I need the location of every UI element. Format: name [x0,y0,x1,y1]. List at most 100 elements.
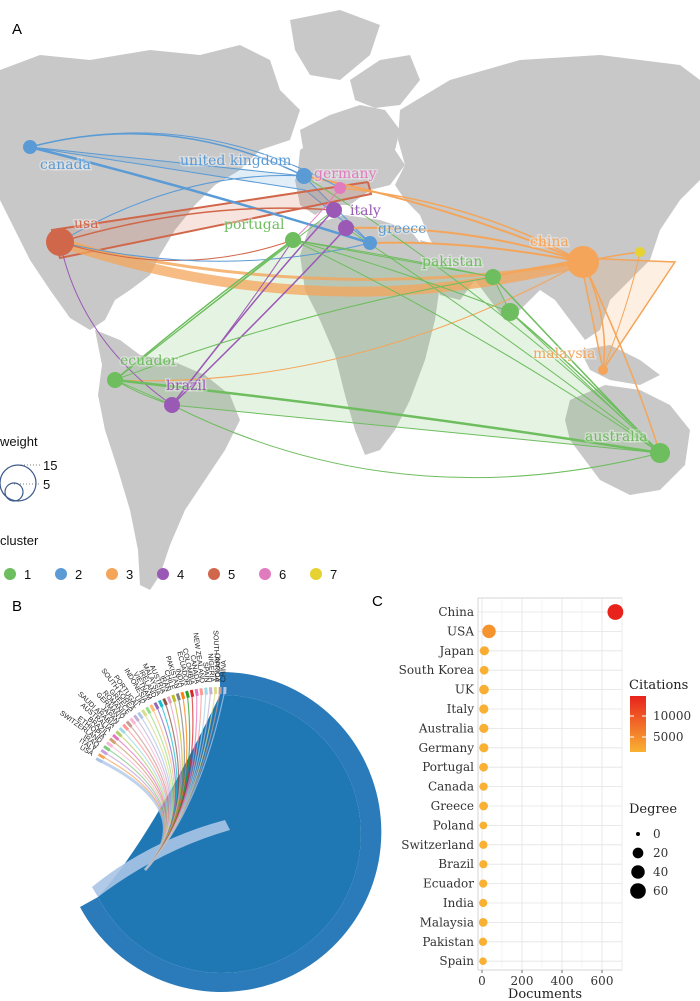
cluster-label-3: 3 [126,567,133,582]
point-italy[interactable] [479,704,489,714]
link-brazil-italy-b [171,227,347,406]
label-australia: australia [585,429,648,445]
node-germany[interactable] [334,182,346,194]
chord-arc [175,693,181,701]
chord-arc [153,702,160,710]
node-italy-a[interactable] [326,202,342,218]
cluster-label-6: 6 [279,567,286,582]
point-portugal[interactable] [479,762,488,772]
point-germany[interactable] [479,743,489,753]
chord-arc [122,723,130,731]
cluster-legend-title: cluster [0,533,39,548]
link-brazil-australia [171,404,661,479]
y-tick-label: Brazil [438,857,474,871]
node-australia[interactable] [650,443,670,463]
degree-legend-label: 60 [653,884,668,898]
label-united-kingdom: united kingdom [180,153,291,169]
link-india-australia [509,311,661,454]
cluster-label-7: 7 [330,567,337,582]
link-canada-germany [29,132,341,189]
y-tick-label: Australia [418,721,474,735]
point-china[interactable] [607,604,624,620]
plot-c-x-title: Documents [508,987,582,1001]
degree-legend: Degree 0 20 40 60 [629,802,677,899]
link-usa-portugal [59,239,294,261]
node-united-kingdom[interactable] [296,168,312,184]
node-malaysia[interactable] [598,365,608,375]
cluster-swatch-7 [310,568,322,580]
y-tick-label: UK [455,683,475,697]
node-portugal[interactable] [285,232,301,248]
link-ecuador-italy [114,209,335,381]
node-greece[interactable] [363,236,377,250]
node-taiwan[interactable] [635,247,645,257]
label-canada: canada [40,157,91,173]
node-canada[interactable] [23,140,37,154]
y-tick-label: Pakistan [422,935,474,949]
label-malaysia: malaysia [533,346,595,362]
chord-usa-band [92,820,230,897]
point-spain[interactable] [479,957,487,966]
degree-legend-label: 20 [653,846,668,860]
node-ecuador[interactable] [107,372,123,388]
degree-legend-dot [631,865,645,879]
chord-arc [133,714,140,722]
cluster-swatch-3 [106,568,118,580]
node-usa[interactable] [46,228,74,256]
chord-arc [109,737,117,745]
chord-arc [157,699,164,708]
y-tick-label: Switzerland [401,838,474,852]
chord-label: INDIA [174,668,186,688]
cluster-label-5: 5 [228,567,235,582]
point-malaysia[interactable] [478,918,488,927]
chord-ribbons [95,686,227,872]
link-germany-china [339,187,584,263]
weight-legend-5: 5 [43,477,50,492]
link-canada-greece [29,145,371,245]
link-portugal-pakistan [292,239,494,278]
degree-legend-title: Degree [629,802,677,817]
label-brazil: brazil [166,378,207,394]
point-uk[interactable] [479,684,489,695]
chord-label: SPAIN [201,662,210,683]
link-usa-brazil [59,241,173,406]
degree-legend-dot [630,883,646,899]
cluster-label-1: 1 [24,567,31,582]
node-pakistan[interactable] [485,269,501,285]
y-tick-label: South Korea [399,663,474,677]
node-india[interactable] [501,303,519,321]
plot-c-grid [478,598,623,970]
point-japan[interactable] [479,646,489,656]
chord-arc [112,733,120,741]
chord-arc [189,689,195,698]
point-brazil[interactable] [479,860,488,869]
citations-tick-10000: 10000 [653,709,691,723]
link-usa-italy [59,207,335,243]
chord-label: CANADA [188,654,200,684]
node-italy-b[interactable] [338,220,354,236]
panel-b-letter: B [12,598,22,615]
label-pakistan: pakistan [422,254,482,270]
y-tick-label: Germany [419,741,475,755]
point-poland[interactable] [479,821,488,830]
chord-arc [209,687,213,695]
link-ecuador-portugal [114,239,294,381]
y-tick-label: Portugal [422,760,474,774]
point-switzerland[interactable] [479,840,488,849]
point-greece[interactable] [479,801,488,811]
y-tick-label: USA [447,624,474,638]
cluster-hulls [29,146,677,454]
point-south-korea[interactable] [479,665,489,675]
point-india[interactable] [479,898,488,908]
x-tick-label: 600 [591,974,614,988]
point-usa[interactable] [482,624,496,639]
point-canada[interactable] [479,782,488,791]
chord-arc [97,753,106,760]
node-china[interactable] [567,246,599,278]
label-ecuador: ecuador [120,353,178,369]
point-australia[interactable] [479,723,489,733]
point-pakistan[interactable] [478,937,488,946]
point-ecuador[interactable] [479,879,488,888]
node-brazil[interactable] [164,397,180,413]
chord-arc [166,696,173,704]
